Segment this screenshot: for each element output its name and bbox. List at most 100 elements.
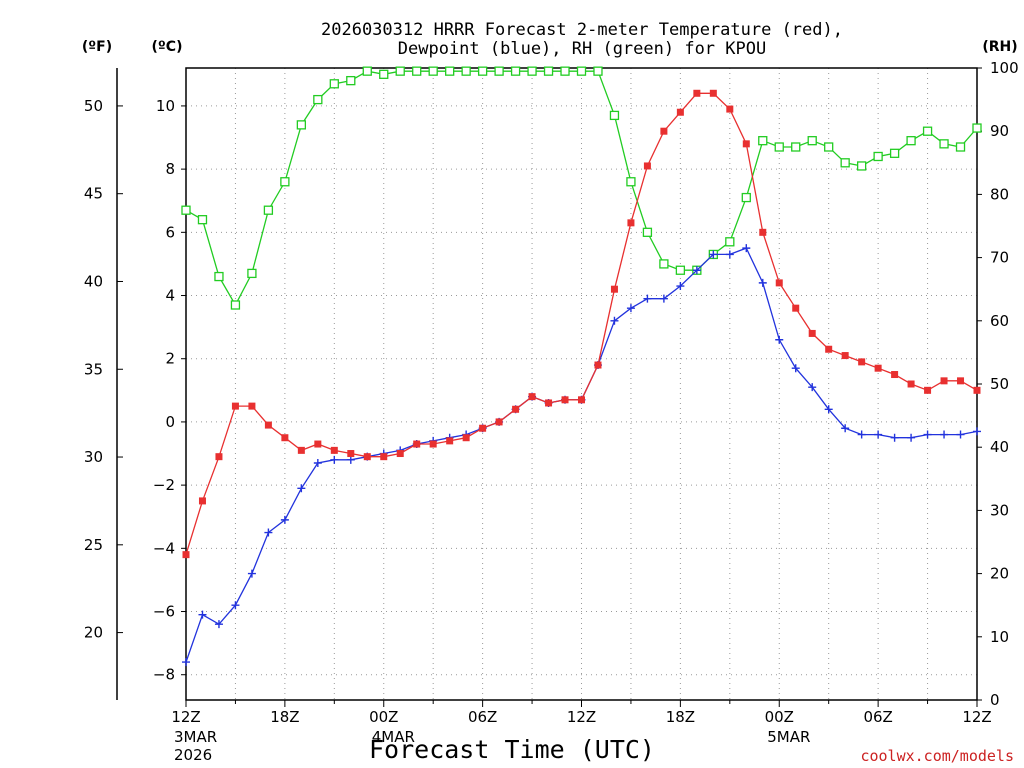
rh-point bbox=[477, 66, 488, 76]
temperature-point bbox=[742, 140, 750, 148]
temperature-point bbox=[231, 402, 239, 410]
celsius-unit-label: (ºC) bbox=[152, 39, 183, 55]
rh-point bbox=[576, 66, 587, 76]
rh-point bbox=[395, 66, 405, 76]
rh-point bbox=[197, 215, 208, 225]
temperature-point bbox=[297, 446, 305, 454]
rh-point bbox=[181, 205, 191, 215]
time-tick-label: 12Z bbox=[567, 708, 596, 726]
fahrenheit-tick-label: 45 bbox=[84, 185, 103, 203]
dewpoint-point bbox=[808, 383, 817, 392]
rh-point bbox=[461, 66, 471, 76]
dewpoint-point bbox=[297, 484, 306, 493]
rh-point bbox=[758, 136, 768, 146]
dewpoint-point bbox=[280, 515, 289, 524]
rh-point bbox=[346, 75, 356, 86]
rh-point bbox=[494, 66, 504, 76]
dewpoint-point bbox=[676, 282, 685, 291]
time-tick-label: 00Z bbox=[765, 708, 794, 726]
rh-point bbox=[972, 123, 982, 133]
time-tick-label: 06Z bbox=[863, 708, 892, 726]
temperature-point bbox=[446, 437, 454, 445]
year-label: 2026 bbox=[174, 746, 212, 764]
rh-point bbox=[889, 148, 900, 158]
temperature-point bbox=[676, 108, 684, 116]
rh-tick-label: 10 bbox=[990, 628, 1009, 646]
rh-point bbox=[840, 158, 850, 168]
dewpoint-point bbox=[626, 304, 635, 313]
temperature-point bbox=[248, 402, 256, 410]
celsius-tick-label: 2 bbox=[165, 350, 175, 368]
rh-tick-label: 50 bbox=[990, 375, 1009, 393]
rh-point bbox=[791, 142, 801, 152]
rh-point bbox=[593, 66, 603, 76]
temperature-point bbox=[380, 453, 388, 461]
rh-point bbox=[922, 126, 933, 136]
rh-point bbox=[445, 66, 455, 76]
temperature-point bbox=[182, 551, 190, 559]
rh-point bbox=[741, 192, 751, 203]
rh-point bbox=[807, 136, 817, 146]
dewpoint-point bbox=[758, 278, 767, 287]
temperature-point bbox=[347, 450, 355, 458]
rh-point bbox=[774, 142, 784, 152]
temperature-series bbox=[182, 89, 981, 559]
temperature-point bbox=[363, 453, 371, 461]
temperature-point bbox=[808, 329, 816, 337]
dewpoint-point bbox=[214, 620, 223, 629]
dewpoint-point bbox=[346, 455, 355, 464]
rh-tick-label: 90 bbox=[990, 122, 1009, 140]
rh-point bbox=[939, 139, 949, 149]
temperature-point bbox=[759, 228, 767, 236]
fahrenheit-tick-label: 40 bbox=[84, 272, 103, 290]
rh-point bbox=[313, 94, 323, 105]
fahrenheit-unit-label: (ºF) bbox=[82, 39, 112, 55]
dewpoint-point bbox=[742, 244, 751, 253]
temperature-point bbox=[907, 380, 915, 388]
temperature-point bbox=[643, 162, 651, 170]
dewpoint-point bbox=[907, 433, 916, 442]
dewpoint-point bbox=[857, 430, 866, 439]
dewpoint-point bbox=[659, 294, 668, 303]
temperature-point bbox=[660, 127, 668, 135]
rh-point bbox=[296, 120, 307, 130]
temperature-point bbox=[841, 352, 849, 360]
dewpoint-point bbox=[956, 430, 965, 439]
rh-tick-label: 40 bbox=[990, 438, 1009, 456]
time-tick-label: 00Z bbox=[369, 708, 398, 726]
rh-point bbox=[379, 69, 389, 79]
dewpoint-point bbox=[247, 569, 256, 578]
temperature-point bbox=[627, 219, 635, 227]
dewpoint-point bbox=[923, 430, 932, 439]
temperature-point bbox=[957, 377, 965, 385]
dewpoint-point bbox=[231, 601, 240, 610]
dewpoint-point bbox=[709, 250, 718, 259]
temperature-point bbox=[825, 345, 833, 353]
rh-point bbox=[560, 66, 570, 76]
rh-point bbox=[543, 66, 554, 76]
dewpoint-point bbox=[182, 658, 190, 667]
rh-unit-label: (RH) bbox=[982, 39, 1017, 55]
rh-point bbox=[626, 177, 636, 187]
celsius-tick-label: −6 bbox=[153, 603, 175, 621]
rh-point bbox=[609, 110, 620, 121]
rh-point bbox=[329, 79, 339, 89]
credit-link[interactable]: coolwx.com/models bbox=[860, 747, 1014, 765]
celsius-tick-label: −4 bbox=[153, 539, 175, 557]
data-series bbox=[181, 66, 982, 667]
temperature-point bbox=[709, 89, 717, 97]
rh-tick-label: 20 bbox=[990, 565, 1009, 583]
rh-point bbox=[428, 66, 438, 76]
fahrenheit-tick-label: 50 bbox=[84, 97, 103, 115]
rh-tick-label: 80 bbox=[990, 185, 1009, 203]
temperature-point bbox=[528, 393, 536, 401]
temperature-point bbox=[281, 434, 289, 442]
fahrenheit-tick-label: 20 bbox=[84, 624, 103, 642]
rh-point bbox=[280, 177, 290, 187]
temperature-point bbox=[891, 371, 899, 379]
temperature-point bbox=[413, 440, 421, 448]
dewpoint-point bbox=[775, 335, 784, 344]
date-label: 4MAR bbox=[372, 728, 415, 746]
time-tick-label: 06Z bbox=[468, 708, 497, 726]
temperature-point bbox=[940, 377, 948, 385]
